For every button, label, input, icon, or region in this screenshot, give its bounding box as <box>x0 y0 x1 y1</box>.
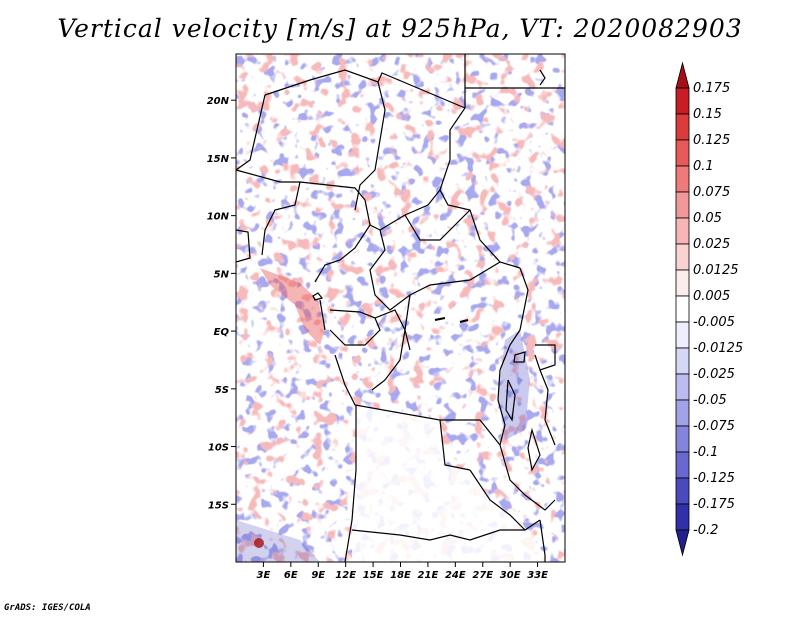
lat-tick-label: 15S <box>208 500 229 511</box>
lat-tick-label: 5N <box>214 269 230 280</box>
colorbar-level-label: -0.175 <box>693 497 735 512</box>
colorbar-level-label: -0.1 <box>693 445 718 460</box>
colorbar-level-label: -0.05 <box>693 393 727 408</box>
lat-tick-label: 20N <box>207 96 230 107</box>
colorbar-level-label: 0.025 <box>693 237 730 252</box>
lon-tick-label: 15E <box>363 570 384 581</box>
country-borders <box>236 54 565 562</box>
colorbar-segment <box>675 87 690 115</box>
colorbar-segment <box>675 243 690 271</box>
colorbar-level-label: -0.0125 <box>693 341 743 356</box>
colorbar-level-label: -0.125 <box>693 471 735 486</box>
lon-tick-label: 12E <box>335 570 356 581</box>
colorbar-segment <box>675 503 690 531</box>
colorbar-segment <box>675 347 690 375</box>
colorbar-level-label: -0.005 <box>693 315 735 330</box>
colorbar-level-label: 0.175 <box>693 81 730 96</box>
colorbar-segment <box>675 269 690 297</box>
lon-tick-label: 6E <box>284 570 298 581</box>
colorbar-segment <box>675 425 690 453</box>
lat-tick-label: 15N <box>207 154 230 165</box>
colorbar-segment <box>675 321 690 349</box>
grads-credit: GrADS: IGES/COLA <box>4 603 91 613</box>
colorbar-segment <box>675 477 690 505</box>
colorbar-segment <box>675 165 690 193</box>
lon-tick-label: 27E <box>472 570 493 581</box>
lon-tick-label: 18E <box>390 570 411 581</box>
colorbar: 0.175 0.15 0.125 0.1 0.075 0.05 0.025 0.0125 0.0… <box>675 61 743 557</box>
colorbar-level-label: 0.005 <box>693 289 730 304</box>
colorbar-segment <box>675 191 690 219</box>
colorbar-max-arrow <box>675 61 690 89</box>
colorbar-segment <box>675 399 690 427</box>
colorbar-level-label: 0.0125 <box>693 263 739 278</box>
lon-tick-label: 33E <box>527 570 548 581</box>
colorbar-level-label: 0.15 <box>693 107 722 122</box>
colorbar-segment <box>675 217 690 245</box>
lat-tick-label: 5S <box>215 385 229 396</box>
lon-tick-label: 30E <box>500 570 521 581</box>
colorbar-level-label: -0.025 <box>693 367 735 382</box>
colorbar-level-label: 0.05 <box>693 211 722 226</box>
colorbar-min-arrow <box>675 529 690 557</box>
lon-tick-label: 3E <box>257 570 271 581</box>
colorbar-level-label: 0.1 <box>693 159 714 174</box>
lat-tick-label: 10N <box>207 212 230 223</box>
latitude-axis: 20N 15N 10N 5N EQ 5S 10S 15S <box>207 96 236 511</box>
lon-tick-label: 24E <box>445 570 466 581</box>
colorbar-level-label: 0.075 <box>693 185 730 200</box>
colorbar-segment <box>675 295 690 323</box>
lat-tick-label: 10S <box>208 443 229 454</box>
colorbar-level-label: -0.075 <box>693 419 735 434</box>
lon-tick-label: 9E <box>311 570 325 581</box>
colorbar-segment <box>675 373 690 401</box>
lon-tick-label: 21E <box>418 570 439 581</box>
colorbar-segment <box>675 139 690 167</box>
colorbar-segment <box>675 451 690 479</box>
velocity-field <box>236 54 565 562</box>
colorbar-level-label: -0.2 <box>693 523 718 538</box>
colorbar-level-label: 0.125 <box>693 133 730 148</box>
lat-tick-label: EQ <box>214 327 230 338</box>
plot-title: Vertical velocity [m/s] at 925hPa, VT: 2… <box>57 14 743 43</box>
longitude-axis: 3E 6E 9E 12E 15E 18E 21E 24E 27E 30E 33E <box>257 562 548 581</box>
colorbar-segment <box>675 113 690 141</box>
